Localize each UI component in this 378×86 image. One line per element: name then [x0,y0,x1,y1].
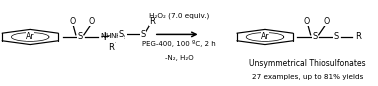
Text: NHNH$_2$: NHNH$_2$ [101,32,126,42]
Text: R: R [355,33,361,41]
Text: Unsymmetrical Thiosulfonates: Unsymmetrical Thiosulfonates [249,59,366,68]
Text: PEG-400, 100 ºC, 2 h: PEG-400, 100 ºC, 2 h [142,39,216,47]
Text: O: O [69,17,75,26]
Text: S: S [118,30,123,39]
Text: Ar: Ar [261,33,269,41]
Text: +: + [99,30,110,44]
Text: O: O [89,17,95,26]
Text: O: O [324,17,330,26]
Text: S: S [140,30,146,39]
Text: S: S [334,33,339,41]
Text: 27 examples, up to 81% yields: 27 examples, up to 81% yields [252,74,363,80]
Text: Ar: Ar [26,33,34,41]
Text: R: R [108,43,115,52]
Text: O: O [304,17,310,26]
Text: -N₂, H₂O: -N₂, H₂O [165,55,194,61]
Text: R: R [149,17,155,26]
Text: H₂O₂ (7.0 equiv.): H₂O₂ (7.0 equiv.) [149,12,209,19]
Text: S: S [312,33,318,41]
Text: S: S [77,33,83,41]
